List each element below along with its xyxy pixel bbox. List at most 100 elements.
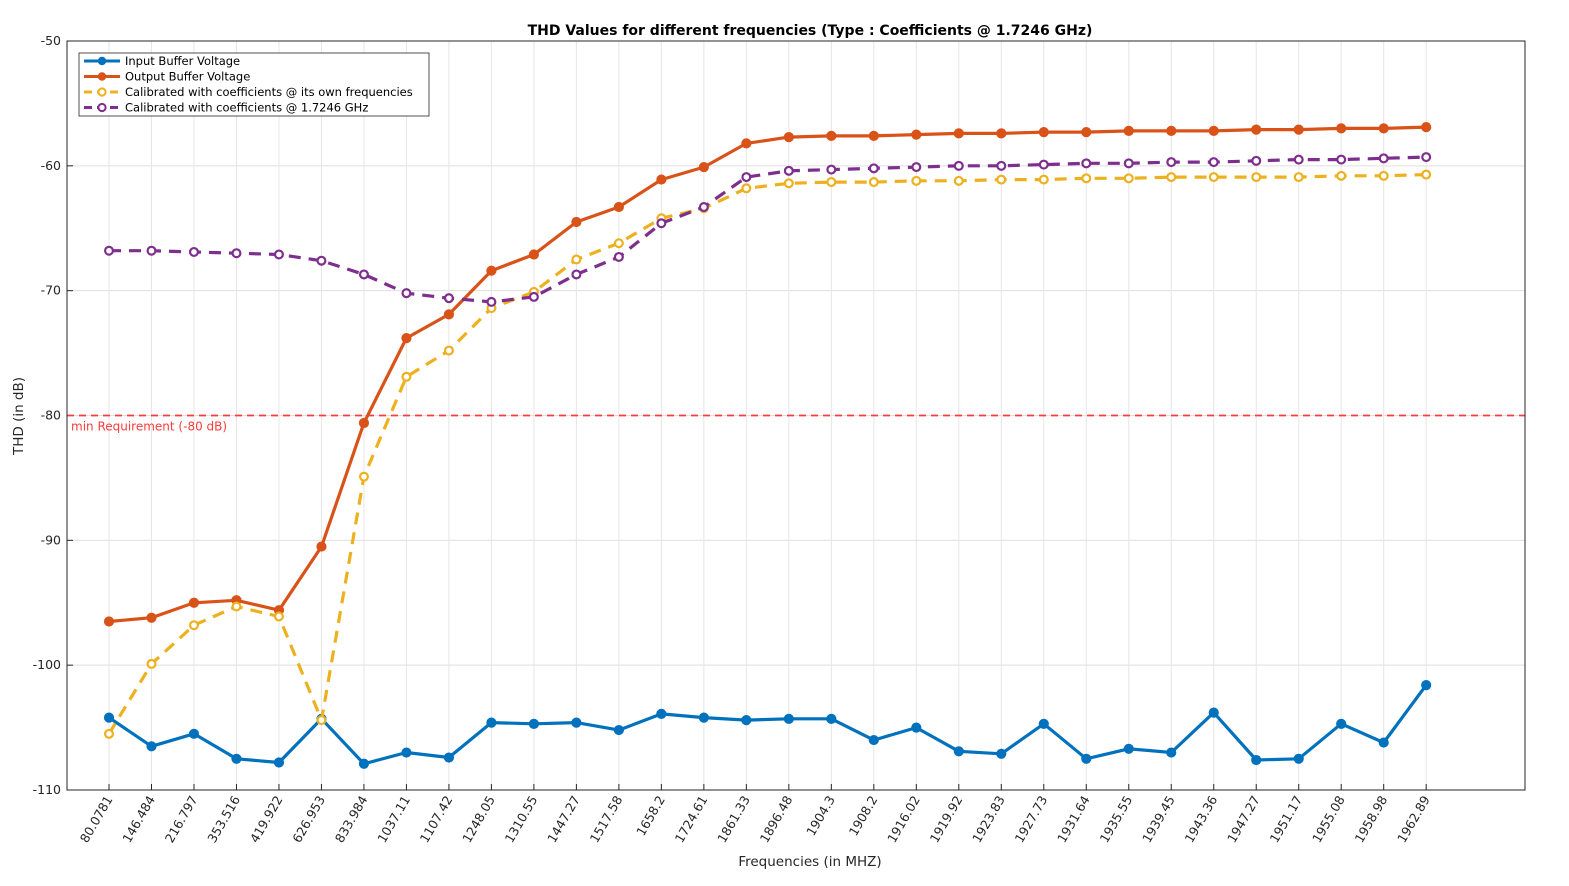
data-point <box>698 161 709 173</box>
x-tick-label: 1927.73 <box>1012 793 1051 845</box>
data-point <box>1251 754 1262 766</box>
legend-box <box>78 52 430 117</box>
data-point <box>911 175 922 186</box>
data-point <box>146 612 157 623</box>
legend-entry: Input Buffer Voltage <box>84 54 240 68</box>
data-point <box>826 164 837 175</box>
data-point <box>273 611 284 622</box>
data-point <box>1208 125 1219 136</box>
data-point <box>401 288 412 299</box>
legend-swatch-marker <box>97 72 107 81</box>
x-tick-label: 1107.42 <box>417 793 456 845</box>
data-point <box>868 130 879 141</box>
data-point <box>1081 173 1092 184</box>
data-point <box>613 201 624 213</box>
data-point <box>571 216 582 228</box>
reference-line-label: min Requirement (-80 dB) <box>71 420 227 434</box>
data-point <box>1336 718 1347 729</box>
data-point <box>146 741 157 752</box>
x-tick-label: 1962.89 <box>1394 793 1433 845</box>
x-tick-label: 1939.45 <box>1139 793 1178 845</box>
x-tick-label: 1447.27 <box>544 793 583 845</box>
data-point <box>1081 158 1092 169</box>
x-tick-labels: 80.0781 146.484 216.797 353.516 419.922 626.9… <box>77 793 1433 845</box>
legend-label: Output Buffer Voltage <box>125 70 250 84</box>
data-point <box>103 245 114 256</box>
series-line <box>108 125 1427 624</box>
x-tick-label: 833.984 <box>332 793 371 845</box>
legend-entry: Output Buffer Voltage <box>84 70 250 84</box>
data-point <box>146 658 157 669</box>
y-tick-label: -50 <box>41 33 61 48</box>
y-tick-label: -110 <box>33 782 61 797</box>
data-point <box>188 597 200 608</box>
series-1 <box>103 680 1432 769</box>
x-axis-label: Frequencies (in MHZ) <box>738 854 881 870</box>
data-point <box>1378 123 1389 134</box>
series-2 <box>103 122 1432 627</box>
y-tick-labels: -50 -60 -70 -80 -90 -100 -110 <box>33 33 61 797</box>
data-point <box>571 269 582 280</box>
data-point <box>188 246 199 257</box>
chart-title: THD Values for different frequencies (Ty… <box>528 23 1093 39</box>
data-point <box>273 757 285 768</box>
data-point <box>783 178 794 189</box>
data-point <box>1293 124 1304 135</box>
legend: Input Buffer Voltage Output Buffer Voltag… <box>78 52 430 117</box>
x-tick-label: 1943.36 <box>1181 793 1220 845</box>
data-point <box>911 162 922 173</box>
x-tick-label: 1037.11 <box>374 793 413 845</box>
data-point <box>1123 158 1134 169</box>
data-point <box>1038 159 1049 170</box>
legend-swatch-marker <box>97 56 107 66</box>
data-point <box>1251 124 1262 135</box>
data-point <box>826 130 837 141</box>
data-point <box>996 128 1007 139</box>
data-point <box>1336 170 1347 181</box>
x-tick-label: 1248.05 <box>459 793 498 845</box>
data-point <box>953 746 964 757</box>
data-point <box>1166 157 1177 168</box>
data-point <box>486 265 497 276</box>
data-point <box>911 722 922 733</box>
data-point <box>1293 154 1304 165</box>
data-point <box>1421 680 1432 691</box>
data-point <box>528 718 540 729</box>
data-point <box>401 747 412 758</box>
data-point <box>613 724 624 736</box>
legend-swatch-marker <box>97 87 107 97</box>
x-tick-label: 1896.48 <box>757 793 796 845</box>
data-point <box>443 345 454 356</box>
data-point <box>1251 172 1262 183</box>
data-point <box>1038 127 1049 138</box>
reference-line-layer: min Requirement (-80 dB) <box>67 414 1525 434</box>
x-tick-label: 419.922 <box>247 793 286 845</box>
data-point <box>188 620 199 631</box>
data-point <box>273 249 284 260</box>
data-point <box>571 254 582 265</box>
data-point <box>698 712 709 723</box>
legend-label: Calibrated with coefficients @ its own f… <box>125 85 413 99</box>
data-point <box>1038 174 1049 185</box>
data-point <box>911 129 922 140</box>
x-tick-label: 1955.08 <box>1309 793 1348 845</box>
data-point <box>1378 170 1389 181</box>
series-line <box>109 155 1427 304</box>
data-point <box>401 371 412 382</box>
data-point <box>1378 737 1389 748</box>
data-point <box>358 269 369 280</box>
legend-label: Input Buffer Voltage <box>125 54 240 68</box>
legend-swatch-marker <box>97 102 107 113</box>
data-point <box>1166 747 1177 758</box>
x-tick-label: 1724.61 <box>672 793 711 845</box>
data-point <box>1208 172 1219 183</box>
x-tick-label: 1310.55 <box>502 793 541 845</box>
data-point <box>1378 153 1389 164</box>
data-point <box>953 128 964 139</box>
data-point <box>1336 123 1347 134</box>
data-point <box>783 165 794 176</box>
data-point <box>1081 127 1092 138</box>
series-3 <box>103 169 1432 739</box>
legend-label: Calibrated with coefficients @ 1.7246 GH… <box>125 101 368 115</box>
x-tick-label: 1916.02 <box>884 793 923 845</box>
